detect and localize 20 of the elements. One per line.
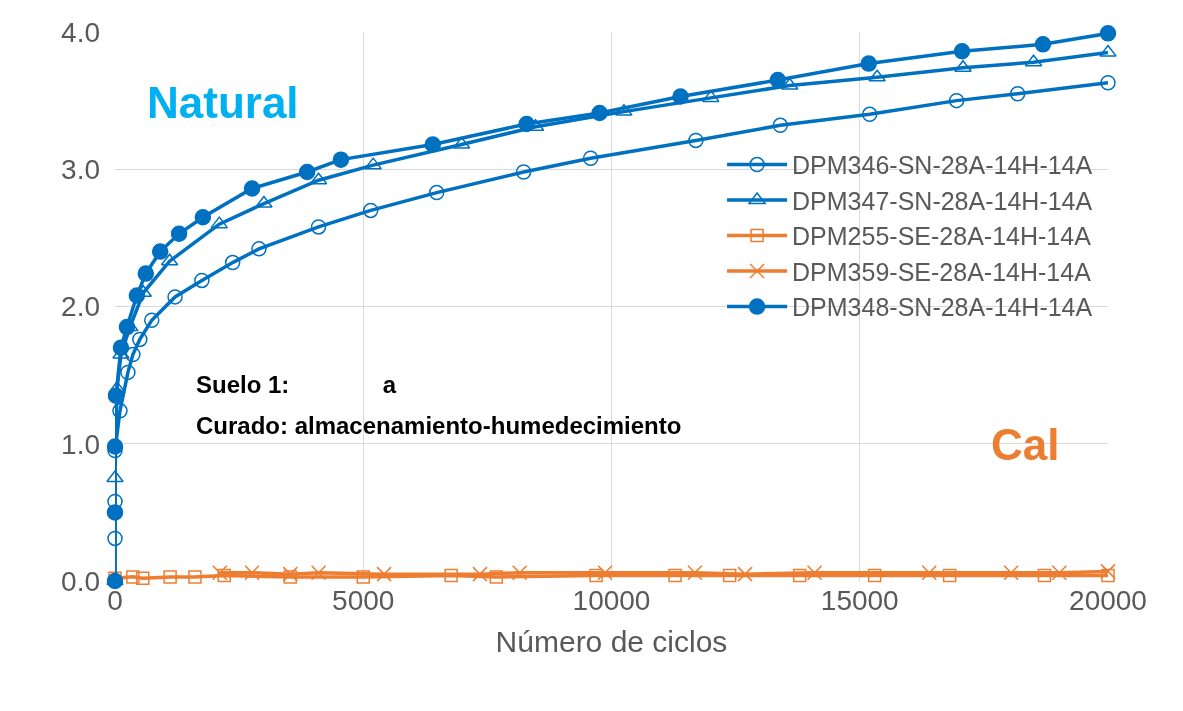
annotation: Suelo 1: a <box>196 371 397 398</box>
x-axis-title: Número de ciclos <box>495 624 728 658</box>
y-tick-label: 4.0 <box>61 16 100 48</box>
x-tick-label: 0 <box>107 585 123 616</box>
y-tick-label: 0.0 <box>61 565 100 597</box>
legend-label: DPM348-SN-28A-14H-14A <box>792 293 1093 322</box>
x-tick-label: 5000 <box>332 585 395 616</box>
x-tick-label: 15000 <box>820 585 899 616</box>
annotation: Cal <box>991 420 1060 469</box>
y-tick-label: 1.0 <box>61 428 100 460</box>
x-tick-label: 20000 <box>1069 585 1147 616</box>
legend-label: DPM255-SE-28A-14H-14A <box>792 222 1092 251</box>
x-tick-label: 10000 <box>572 585 651 616</box>
y-tick-label: 3.0 <box>61 154 100 186</box>
legend-label: DPM359-SE-28A-14H-14A <box>792 257 1092 286</box>
annotation: Curado: almacenamiento-humedecimiento <box>196 412 682 439</box>
annotation: Natural <box>147 78 299 127</box>
legend-label: DPM346-SN-28A-14H-14A <box>792 151 1093 180</box>
legend-label: DPM347-SN-28A-14H-14A <box>792 186 1093 215</box>
y-tick-label: 2.0 <box>61 291 100 323</box>
